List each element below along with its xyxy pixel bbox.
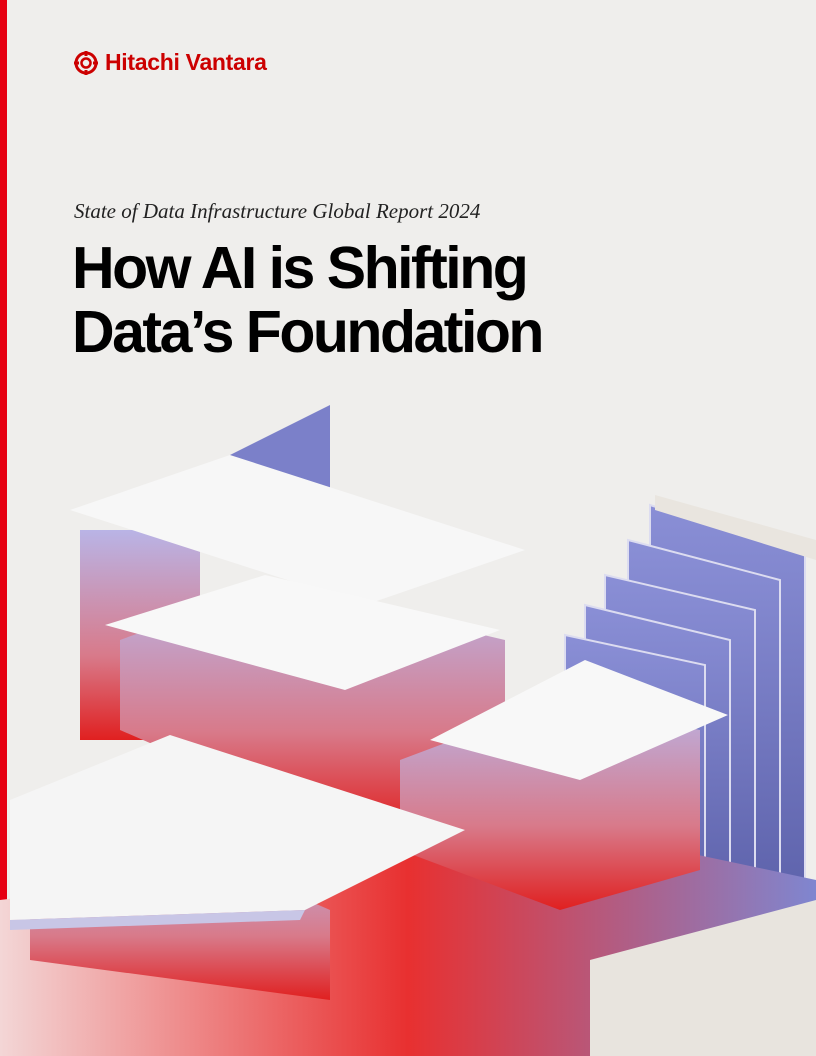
title-line-2: Data’s Foundation bbox=[72, 299, 544, 365]
red-accent-bar bbox=[0, 0, 7, 1056]
brand-logo: Hitachi Vantara bbox=[74, 49, 267, 76]
report-subtitle: State of Data Infrastructure Global Repo… bbox=[74, 199, 481, 223]
title-line-1: How AI is Shifting bbox=[72, 235, 529, 301]
report-title: How AI is Shifting Data’s Foundation bbox=[72, 235, 544, 365]
hitachi-mark-icon bbox=[74, 50, 98, 75]
cover-illustration bbox=[0, 405, 816, 1056]
brand-name: Hitachi Vantara bbox=[105, 49, 267, 75]
